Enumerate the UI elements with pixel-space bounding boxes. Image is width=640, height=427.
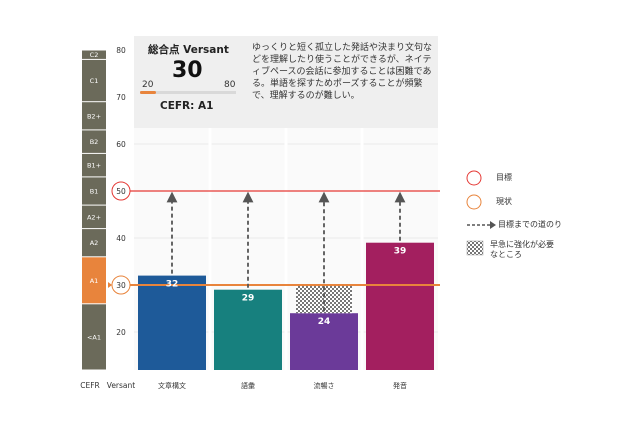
reference-lines: 50 30 — [108, 181, 440, 295]
y-tick-label: 70 — [116, 93, 126, 102]
y-tick-label: 20 — [116, 328, 126, 337]
bar-value-label: 24 — [318, 317, 331, 327]
cefr-level-label: A2 — [90, 239, 99, 247]
score-panel: 総合点 Versant 30 20 80 CEFR: A1 ゆっくりと短く孤立し… — [134, 36, 438, 128]
cefr-level-2 — [82, 59, 106, 102]
cefr-level-9 — [82, 257, 106, 304]
cefr-pointer-icon — [108, 282, 112, 288]
cefr-level-4 — [82, 130, 106, 153]
score-range-max: 80 — [224, 80, 236, 90]
category-label: 流暢さ — [314, 381, 335, 390]
cefr-level: CEFR: A1 — [160, 100, 214, 112]
category-label: 文章構文 — [158, 381, 186, 390]
cefr-level-8 — [82, 229, 106, 257]
legend-target: 目標 — [466, 170, 512, 186]
legend-path: 目標までの道のり — [466, 220, 562, 230]
bar-1 — [138, 275, 206, 370]
score-progress-bar — [140, 91, 236, 94]
overall-score: 30 — [172, 58, 203, 83]
target-marker — [111, 181, 131, 201]
category-label: 語彙 — [241, 381, 255, 390]
bar-4 — [366, 242, 434, 370]
current-value-label: 30 — [116, 281, 126, 290]
legend-current-label: 現状 — [496, 197, 512, 206]
target-value-label: 50 — [116, 187, 126, 196]
cefr-level-10 — [82, 304, 106, 370]
cefr-level-label: B2+ — [87, 112, 101, 120]
bar-value-label: 32 — [166, 280, 179, 290]
bar-value-label: 39 — [394, 247, 407, 257]
path-arrows — [166, 191, 406, 312]
legend-urgent: 早急に強化が必要なところ — [466, 240, 560, 260]
category-label: 発音 — [393, 381, 407, 390]
target-circle-icon — [466, 170, 482, 186]
cefr-level-label: C1 — [90, 77, 99, 85]
bars — [138, 242, 434, 370]
cefr-level-7 — [82, 205, 106, 229]
bar-value-label: 29 — [242, 294, 255, 304]
legend-current: 現状 — [466, 194, 512, 210]
bar-3 — [290, 313, 358, 370]
dashed-arrow-icon — [467, 221, 496, 229]
cefr-level-6 — [82, 177, 106, 205]
cefr-level-1 — [82, 50, 106, 59]
y-tick-label: 80 — [116, 46, 126, 55]
y-tick-label: 40 — [116, 234, 126, 243]
value-labels: 32 29 24 39 — [166, 247, 407, 328]
current-circle-icon — [466, 194, 482, 210]
legend-urgent-label: 早急に強化が必要なところ — [490, 240, 554, 259]
cefr-level-label: B1 — [90, 188, 99, 196]
cefr-axis-label: CEFR — [80, 381, 100, 390]
y-axis-label: Versant — [107, 381, 136, 390]
cefr-level-label: C2 — [90, 51, 99, 59]
y-tick-label: 60 — [116, 140, 126, 149]
cefr-level-label: A1 — [90, 277, 99, 285]
cefr-scale: C2 C1 B2+ B2 B1+ B1 A2+ A2 A1 <A1 — [82, 50, 106, 370]
cefr-level-3 — [82, 102, 106, 130]
level-description: ゆっくりと短く孤立した発話や決まり文句などを理解したり使うことができるが、ネイテ… — [252, 43, 433, 101]
cefr-level-5 — [82, 153, 106, 177]
score-progress-fill — [140, 91, 156, 94]
bar-2 — [214, 289, 282, 370]
cefr-level-label: B2 — [90, 138, 99, 146]
score-range-min: 20 — [142, 80, 154, 90]
cefr-level-label: A2+ — [87, 213, 101, 221]
category-labels: 文章構文 語彙 流暢さ 発音 — [158, 381, 407, 390]
cefr-level-label: B1+ — [87, 162, 101, 170]
legend-target-label: 目標 — [496, 173, 512, 182]
y-axis-ticks: 80 70 60 40 20 — [116, 46, 126, 337]
checker-pattern-icon — [466, 240, 484, 256]
score-title: 総合点 Versant — [148, 44, 229, 56]
legend-path-label: 目標までの道のり — [498, 220, 562, 229]
cefr-level-label: <A1 — [87, 333, 101, 341]
